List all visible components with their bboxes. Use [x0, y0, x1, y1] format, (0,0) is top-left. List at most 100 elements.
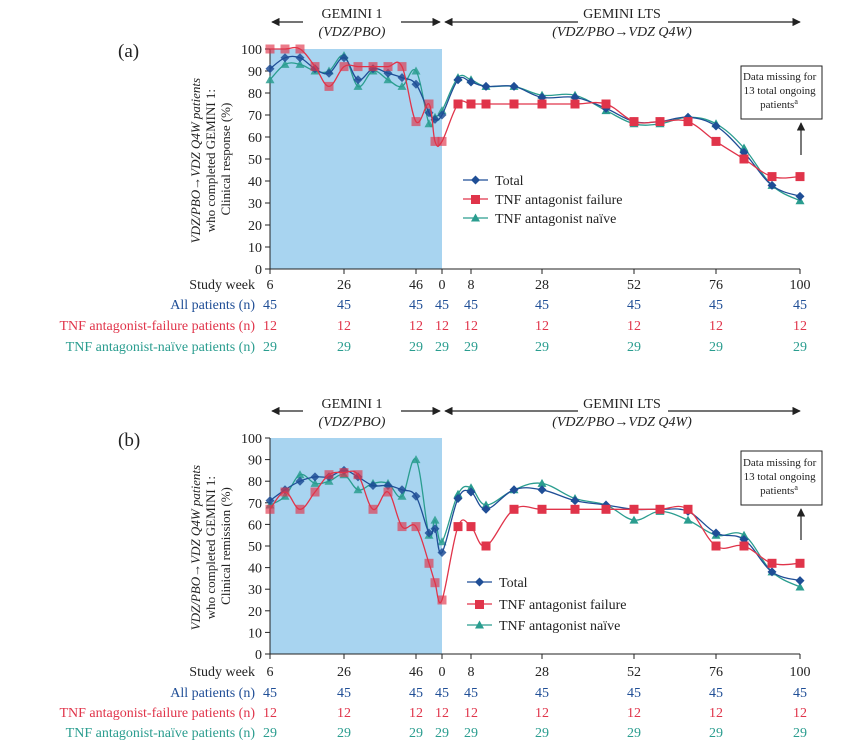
y-tick-label: 100 [241, 43, 262, 58]
x-tick-label: 26 [337, 665, 351, 680]
y-ticks-a: 0 10 20 30 40 50 60 70 80 90 100 [241, 43, 270, 278]
panel-a: (a) GEMINI 1 (VDZ/PBO) GEMINI LTS (VDZ/P… [59, 7, 823, 355]
x-tick-label: 52 [627, 278, 641, 293]
y-tick-label: 50 [248, 540, 262, 555]
y-axis-label-line1-a: VDZ/PBO→VDZ Q4W patients [188, 78, 203, 243]
data-point-failure [430, 136, 440, 146]
y-tick-label: 40 [248, 562, 262, 577]
n-value: 45 [464, 686, 478, 701]
y-tick-label: 20 [248, 219, 262, 234]
data-point-total [265, 496, 275, 506]
y-tick-label: 100 [241, 432, 262, 447]
y-tick-label: 50 [248, 153, 262, 168]
data-point-total [767, 180, 777, 190]
gemini-lts-sub-b: (VDZ/PBO→VDZ Q4W) [552, 415, 692, 430]
legend-b: Total TNF antagonist failure TNF antagon… [467, 576, 627, 634]
data-point-failure [295, 504, 305, 514]
series-line-naive [269, 458, 801, 588]
data-point-failure [424, 558, 434, 568]
y-tick-label: 30 [248, 583, 262, 598]
data-point-failure [295, 44, 305, 54]
data-point-naive [629, 515, 639, 524]
gemini1-label-b: GEMINI 1 [321, 397, 382, 412]
study-week-label-a: Study week [189, 278, 255, 293]
n-row-all-label-a: All patients (n) [170, 298, 255, 313]
data-point-naive [430, 515, 440, 524]
n-value: 29 [409, 726, 423, 741]
x-tick-label: 28 [535, 278, 549, 293]
data-point-total [453, 75, 463, 85]
data-point-naive [437, 537, 447, 546]
data-point-total [295, 53, 305, 63]
data-point-failure [570, 99, 580, 109]
n-value: 12 [435, 319, 449, 334]
x-ticks-b: 6 26 46 0 8 28 52 76 100 [267, 654, 811, 680]
x-ticks-a: 6 26 46 0 8 28 52 76 100 [267, 269, 811, 293]
data-point-total [280, 53, 290, 63]
legend-label-total-a: Total [495, 174, 524, 189]
y-axis-label-line1-b: VDZ/PBO→VDZ Q4W patients [188, 465, 203, 630]
data-point-total [509, 485, 519, 495]
data-point-total [537, 485, 547, 495]
data-point-failure [383, 62, 393, 72]
data-point-failure [537, 504, 547, 514]
legend-marker-failure-a [471, 195, 480, 204]
gemini1-sub-b: (VDZ/PBO) [319, 415, 386, 430]
y-tick-label: 40 [248, 175, 262, 190]
data-point-naive [481, 500, 491, 509]
y-axis-label-line2-a: who completed GEMINI 1: [203, 89, 218, 232]
n-value: 29 [435, 340, 449, 355]
data-point-failure [509, 504, 519, 514]
data-point-failure [537, 99, 547, 109]
n-value: 29 [793, 726, 807, 741]
data-point-failure [739, 154, 749, 164]
data-point-total [711, 121, 721, 131]
n-value: 45 [263, 686, 277, 701]
n-value: 29 [263, 726, 277, 741]
data-point-failure [655, 504, 665, 514]
data-point-failure [466, 99, 476, 109]
data-point-failure [280, 487, 290, 497]
n-value: 12 [793, 706, 807, 721]
n-value: 12 [627, 319, 641, 334]
n-value: 12 [709, 706, 723, 721]
data-point-naive [353, 485, 363, 494]
data-point-total [570, 496, 580, 506]
n-value: 12 [409, 319, 423, 334]
series-line-total [269, 55, 801, 198]
data-point-failure [795, 172, 805, 182]
n-value: 29 [535, 726, 549, 741]
data-point-naive [310, 478, 320, 487]
legend-label-failure-a: TNF antagonist failure [495, 193, 623, 208]
annotation-line2-b: 13 total ongoing [744, 471, 817, 483]
data-point-failure [570, 504, 580, 514]
data-point-failure [397, 522, 407, 532]
panel-label-a: (a) [118, 41, 139, 62]
data-point-total [466, 77, 476, 87]
data-point-naive [683, 515, 693, 524]
data-point-total [795, 191, 805, 201]
n-value: 45 [793, 686, 807, 701]
y-tick-label: 30 [248, 197, 262, 212]
data-point-failure [383, 487, 393, 497]
n-value: 45 [793, 298, 807, 313]
data-point-failure [310, 62, 320, 72]
annotation-sup-b: a [794, 483, 798, 492]
legend-marker-failure-b [475, 600, 484, 609]
data-point-naive [424, 119, 434, 128]
data-point-failure [509, 99, 519, 109]
n-value: 45 [535, 298, 549, 313]
data-point-total [411, 79, 421, 89]
x-tick-label: 28 [535, 665, 549, 680]
x-tick-label: 26 [337, 278, 351, 293]
gemini-lts-sub-a: (VDZ/PBO→VDZ Q4W) [552, 25, 692, 40]
n-value: 45 [409, 298, 423, 313]
n-values-a: 45 45 45 45 45 45 45 45 45 12 12 12 12 12 12 12 12 12 29 29… [263, 298, 807, 355]
data-point-naive [411, 66, 421, 75]
x-tick-label: 46 [409, 278, 423, 293]
n-value: 29 [409, 340, 423, 355]
data-point-naive [411, 455, 421, 464]
n-value: 45 [263, 298, 277, 313]
data-point-total [411, 491, 421, 501]
